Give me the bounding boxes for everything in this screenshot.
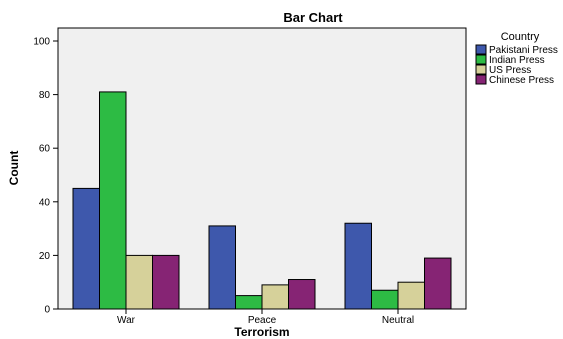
- chart-title: Bar Chart: [283, 10, 343, 25]
- bar-chinese-press-war: [152, 254, 180, 310]
- x-axis-title: Terrorism: [234, 325, 289, 339]
- legend-label: Indian Press: [489, 55, 545, 66]
- bar-us-press-war: [125, 254, 153, 310]
- y-tick-label: 40: [39, 197, 51, 208]
- legend-label: Chinese Press: [489, 75, 554, 86]
- legend-swatch: [475, 54, 487, 65]
- bar-indian-press-neutral: [371, 289, 399, 310]
- y-axis: 0 20 40 60 80 100: [33, 37, 58, 316]
- legend-swatch: [475, 44, 487, 55]
- x-tick-label: Neutral: [382, 315, 414, 326]
- bar-pakistani-press-neutral: [344, 222, 372, 310]
- x-axis: War Peace Neutral: [117, 309, 414, 326]
- bar-indian-press-peace: [235, 295, 263, 310]
- y-tick-label: 60: [39, 144, 51, 155]
- bar-chinese-press-peace: [288, 279, 316, 310]
- y-tick-label: 100: [33, 37, 50, 48]
- legend-label: Pakistani Press: [489, 45, 558, 56]
- bar-indian-press-war: [99, 91, 127, 310]
- y-tick-label: 0: [44, 305, 50, 316]
- y-axis-title: Count: [7, 151, 21, 186]
- legend-swatch: [475, 74, 487, 85]
- legend-label: US Press: [489, 65, 531, 76]
- legend-swatch: [475, 64, 487, 75]
- y-tick-label: 80: [39, 90, 51, 101]
- bar-pakistani-press-war: [72, 187, 100, 310]
- y-tick-label: 20: [39, 251, 51, 262]
- bar-us-press-neutral: [397, 281, 425, 310]
- x-tick-label: Peace: [248, 315, 277, 326]
- legend-title: Country: [501, 31, 540, 43]
- bar-pakistani-press-peace: [208, 225, 236, 310]
- bars: [72, 91, 452, 310]
- x-tick-label: War: [117, 315, 136, 326]
- bar-us-press-peace: [261, 284, 289, 310]
- bar-chinese-press-neutral: [424, 257, 452, 310]
